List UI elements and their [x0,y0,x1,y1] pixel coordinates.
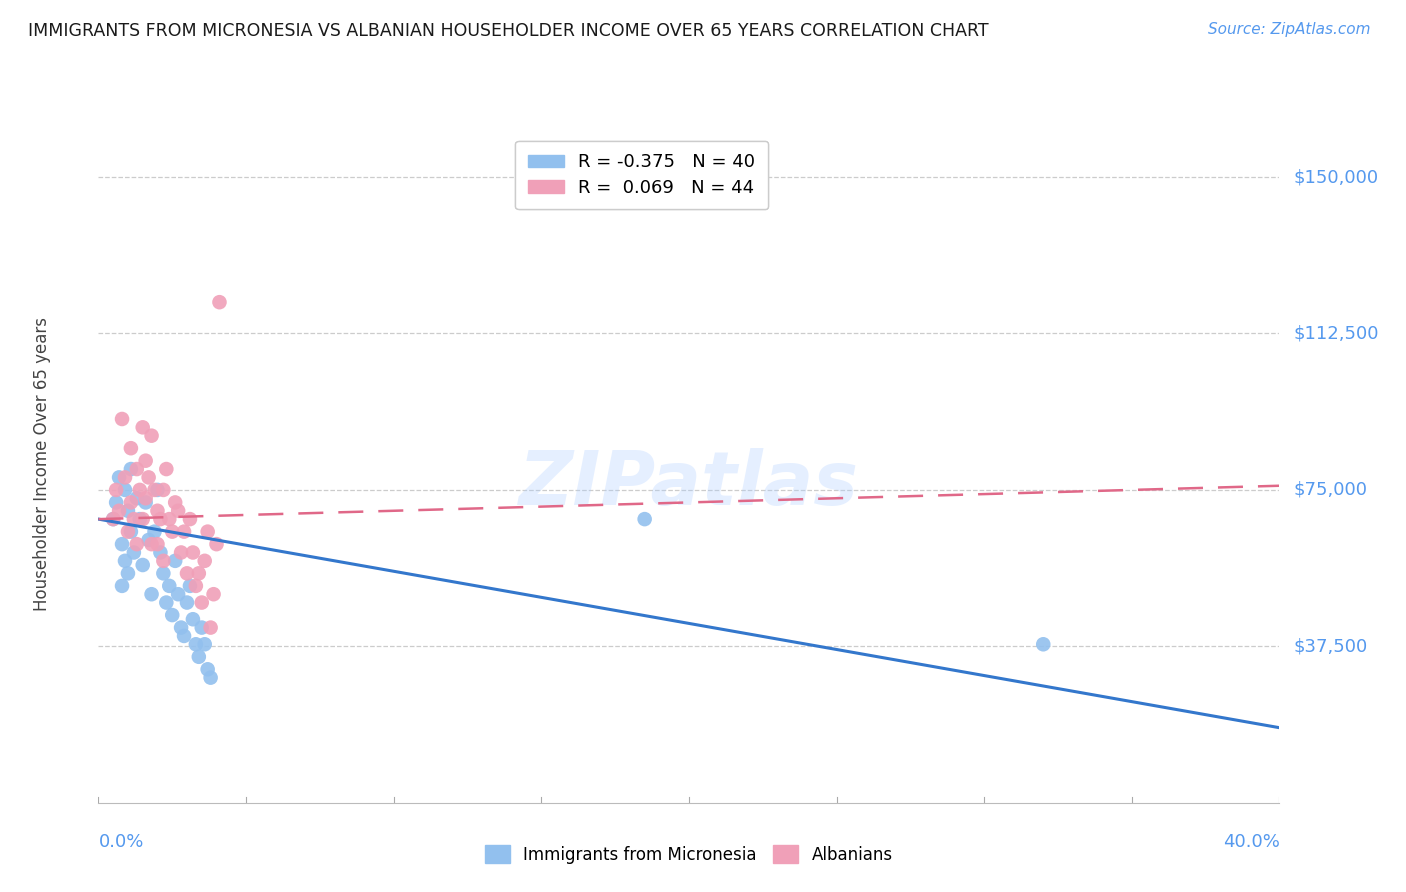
Point [125,462,148,476]
Legend: R = -0.375   N = 40, R =  0.069   N = 44: R = -0.375 N = 40, R = 0.069 N = 44 [515,141,768,210]
Point [114,470,136,484]
Point [194,554,217,568]
Point [152,566,174,581]
Point [117,504,139,518]
Point [125,537,148,551]
Point [146,504,169,518]
Point [184,579,207,593]
Text: 0.0%: 0.0% [98,833,143,851]
Point [191,596,214,610]
Point [141,537,163,551]
Point [155,596,177,610]
Point [143,483,166,497]
Point [132,512,155,526]
Point [117,524,139,539]
Point [114,483,136,497]
Point [184,637,207,651]
Point [165,554,187,568]
Point [108,504,131,518]
Point [135,453,157,467]
Point [170,621,193,635]
Point [165,495,187,509]
Point [103,512,125,526]
Point [176,566,198,581]
Text: 40.0%: 40.0% [1223,833,1279,851]
Point [187,566,209,581]
Point [200,621,222,635]
Point [132,558,155,572]
Point [162,608,183,623]
Point [120,524,142,539]
Point [120,441,142,455]
Point [197,524,219,539]
Point [173,524,195,539]
Point [187,649,209,664]
Point [141,587,163,601]
Point [135,491,157,506]
Point [176,596,198,610]
Point [120,462,142,476]
Point [128,512,150,526]
Point [138,470,160,484]
Text: Householder Income Over 65 years: Householder Income Over 65 years [32,317,51,611]
Point [170,545,193,559]
Point [200,671,222,685]
Point [152,554,174,568]
Point [633,512,655,526]
Point [167,504,190,518]
Point [105,495,128,509]
Point [181,612,204,626]
Point [197,662,219,676]
Text: $75,000: $75,000 [1294,481,1368,499]
Point [157,579,180,593]
Point [157,512,180,526]
Point [111,412,134,426]
Point [117,566,139,581]
Point [205,537,228,551]
Point [108,470,131,484]
Point [149,512,172,526]
Point [179,579,201,593]
Legend: Immigrants from Micronesia, Albanians: Immigrants from Micronesia, Albanians [478,838,900,871]
Point [191,621,214,635]
Point [103,512,125,526]
Point [122,545,145,559]
Point [173,629,195,643]
Point [149,545,172,559]
Point [202,587,225,601]
Point [181,545,204,559]
Point [111,579,134,593]
Point [146,483,169,497]
Point [162,524,183,539]
Text: $37,500: $37,500 [1294,638,1368,656]
Point [122,512,145,526]
Point [179,512,201,526]
Point [111,537,134,551]
Text: IMMIGRANTS FROM MICRONESIA VS ALBANIAN HOUSEHOLDER INCOME OVER 65 YEARS CORRELAT: IMMIGRANTS FROM MICRONESIA VS ALBANIAN H… [28,22,988,40]
Point [1032,637,1054,651]
Point [105,483,128,497]
Point [141,428,163,442]
Point [132,420,155,434]
Point [135,495,157,509]
Text: Source: ZipAtlas.com: Source: ZipAtlas.com [1208,22,1371,37]
Point [208,295,231,310]
Point [138,533,160,547]
Text: ZIPatlas: ZIPatlas [519,448,859,521]
Point [143,524,166,539]
Point [155,462,177,476]
Point [125,491,148,506]
Text: $112,500: $112,500 [1294,325,1379,343]
Point [194,637,217,651]
Point [120,495,142,509]
Point [146,537,169,551]
Point [114,554,136,568]
Text: $150,000: $150,000 [1294,168,1379,186]
Point [167,587,190,601]
Point [152,483,174,497]
Point [128,483,150,497]
